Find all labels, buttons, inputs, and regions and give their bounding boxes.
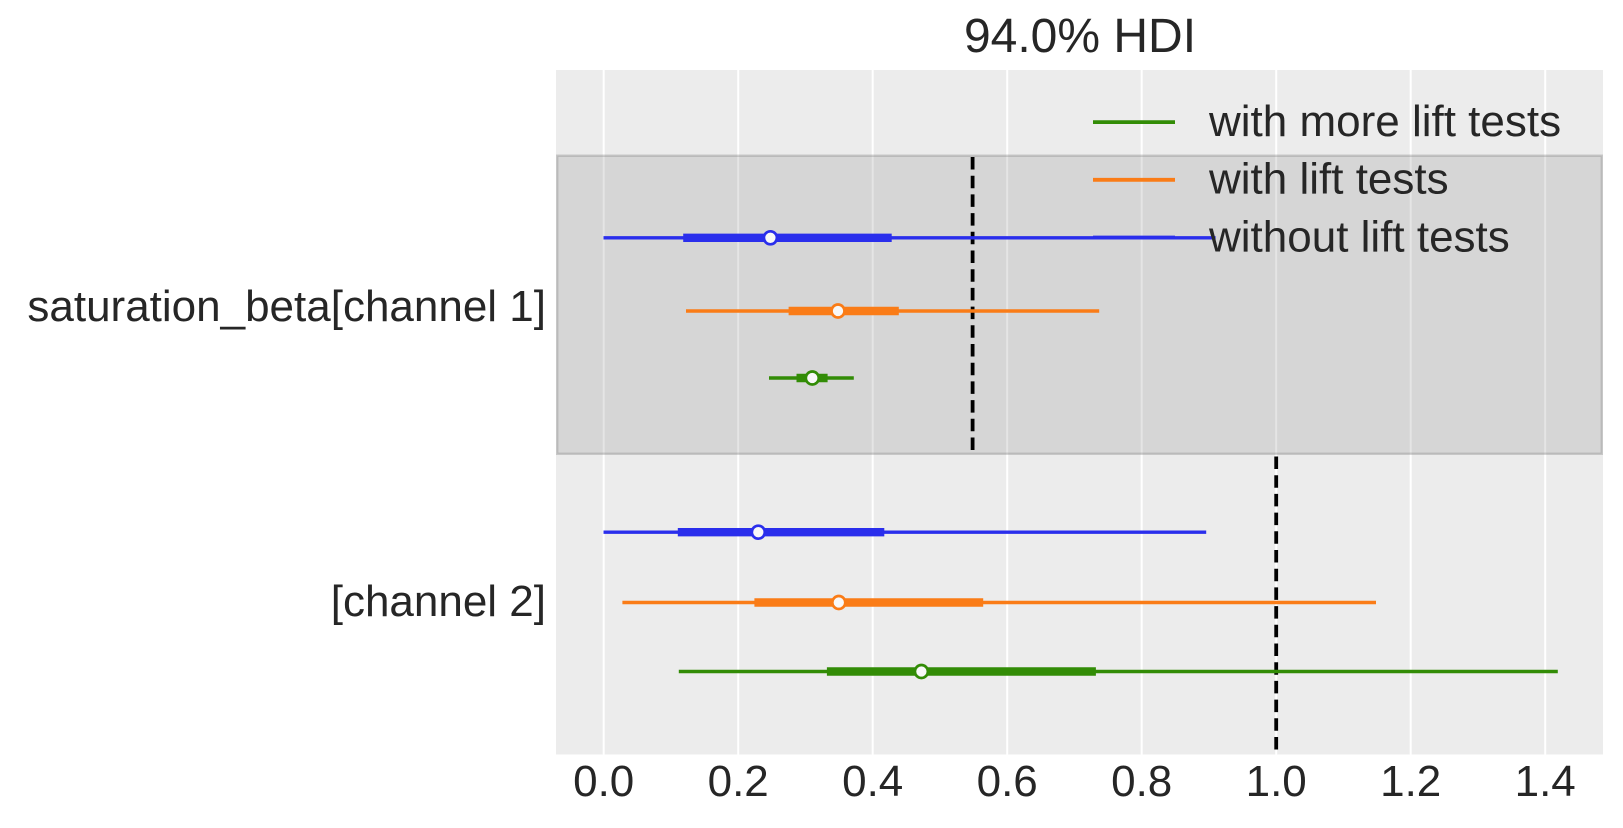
svg-text:1.4: 1.4	[1515, 757, 1576, 806]
svg-text:0.0: 0.0	[573, 757, 634, 806]
svg-text:saturation_beta[channel 1]: saturation_beta[channel 1]	[27, 282, 546, 331]
svg-text:with lift tests: with lift tests	[1208, 155, 1449, 204]
svg-text:0.8: 0.8	[1111, 757, 1172, 806]
svg-text:0.6: 0.6	[977, 757, 1038, 806]
svg-text:[channel 2]: [channel 2]	[331, 577, 546, 626]
svg-text:without lift tests: without lift tests	[1208, 212, 1510, 261]
svg-text:1.0: 1.0	[1246, 757, 1307, 806]
svg-text:with more lift tests: with more lift tests	[1208, 97, 1561, 146]
svg-text:0.4: 0.4	[842, 757, 903, 806]
svg-text:94.0% HDI: 94.0% HDI	[964, 10, 1196, 63]
svg-text:0.2: 0.2	[708, 757, 769, 806]
svg-text:1.2: 1.2	[1380, 757, 1441, 806]
